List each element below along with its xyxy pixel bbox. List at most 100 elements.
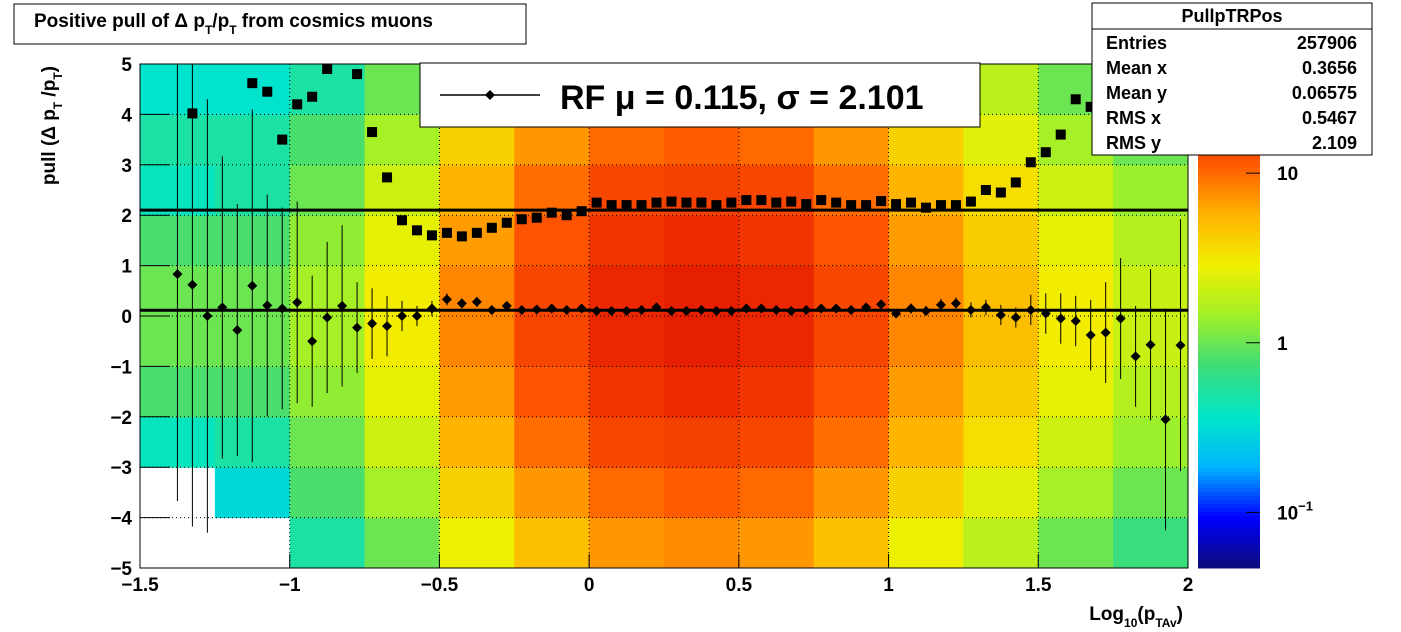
heatmap-cell (514, 467, 590, 519)
diamond-marker (876, 299, 887, 310)
heatmap-cell (364, 467, 440, 519)
y-tick-label: 1 (121, 257, 132, 278)
heatmap-cell (888, 467, 964, 519)
legend-marker (485, 90, 495, 100)
diamond-marker (726, 305, 737, 316)
color-bar-step (1198, 544, 1260, 549)
diamond-marker (411, 311, 422, 321)
stats-label: Mean x (1106, 58, 1167, 78)
heatmap-cell (1113, 215, 1189, 267)
square-marker (307, 91, 318, 102)
diamond-marker (456, 298, 467, 309)
square-marker (786, 196, 797, 207)
color-bar-step (1198, 328, 1260, 333)
heatmap-cell (289, 416, 366, 468)
color-bar-step (1198, 556, 1260, 561)
color-bar-step (1198, 184, 1260, 189)
color-bar-step (1198, 244, 1260, 249)
color-bar-step (1198, 160, 1260, 165)
chart-title: Positive pull of Δ pT/pT from cosmics mu… (34, 11, 433, 37)
heatmap-cell (888, 366, 964, 418)
color-bar-step (1198, 496, 1260, 501)
stats-value: 0.06575 (1292, 83, 1357, 103)
diamond-marker (891, 308, 902, 319)
diamond-marker (636, 304, 647, 315)
diamond-marker (232, 325, 243, 336)
square-marker (696, 197, 707, 208)
diamond-marker (292, 297, 303, 308)
stats-label: Mean y (1106, 83, 1167, 103)
square-marker (397, 215, 407, 226)
heatmap-cell (514, 517, 590, 569)
color-bar-step (1198, 488, 1260, 493)
heatmap-cell (289, 467, 366, 519)
color-bar-step (1198, 264, 1260, 269)
stats-frame (1091, 2, 1373, 156)
z-tick-label: 10 (1277, 164, 1298, 185)
color-bar-step (1198, 476, 1260, 481)
diamond-marker (591, 305, 602, 316)
x-tick-label: 2 (1183, 575, 1194, 596)
diamond-marker (262, 300, 273, 311)
square-marker (1055, 129, 1066, 140)
square-marker (516, 214, 527, 225)
heatmap-cell (664, 366, 740, 418)
y-tick-label: −1 (110, 357, 132, 378)
square-marker (1025, 157, 1036, 168)
heatmap-cell (1038, 416, 1114, 468)
diamond-marker (441, 294, 452, 305)
heatmap-cell (589, 517, 665, 569)
subscript: T (51, 101, 65, 109)
color-bar-step (1198, 464, 1260, 469)
heatmap-cell (664, 416, 740, 468)
color-bar-step (1198, 416, 1260, 421)
heatmap-cell (289, 517, 366, 569)
square-marker (471, 227, 482, 238)
color-bar-step (1198, 220, 1260, 225)
diamond-marker (846, 304, 857, 315)
square-marker (546, 207, 557, 218)
color-bar-step (1198, 560, 1260, 565)
heatmap-cell (364, 164, 440, 216)
legend-label: RF μ = 0.115, σ = 2.101 (560, 79, 924, 117)
square-marker (891, 199, 902, 210)
square-marker (382, 172, 393, 183)
heatmap-cell (439, 265, 515, 317)
color-bar-step (1198, 472, 1260, 477)
heatmap-cell (439, 517, 515, 569)
heatmap-cell (664, 467, 740, 519)
heatmap-cell (589, 467, 665, 519)
heatmap-cell (963, 416, 1039, 468)
subscript: T (51, 72, 65, 80)
text-part: (p (1137, 604, 1155, 625)
text-part: /p (39, 80, 60, 102)
heatmap-cell (1038, 517, 1114, 569)
diamond-marker (816, 303, 827, 314)
diamond-marker (187, 279, 198, 290)
stats-value: 0.5467 (1302, 108, 1357, 128)
color-bar-step (1198, 232, 1260, 237)
square-marker (771, 197, 782, 208)
heatmap-cell (738, 416, 815, 468)
diamond-marker (322, 312, 333, 323)
square-marker (906, 197, 917, 208)
square-marker (352, 69, 363, 80)
heatmap-cell (888, 316, 964, 367)
heatmap-cell (738, 215, 815, 267)
color-bar-step (1198, 316, 1260, 321)
color-bar-step (1198, 180, 1260, 185)
heatmap-cell (589, 215, 665, 267)
heatmap-cell (1038, 215, 1114, 267)
square-marker (666, 196, 677, 207)
stats-title: PullpTRPos (1181, 6, 1282, 26)
stats-label: Entries (1106, 33, 1167, 53)
color-bar-step (1198, 336, 1260, 341)
heatmap-cell (439, 467, 515, 519)
heatmap-cell (738, 366, 815, 418)
diamond-marker (1145, 339, 1156, 350)
diamond-marker (771, 304, 782, 315)
diamond-marker (935, 299, 946, 310)
color-bar-step (1198, 452, 1260, 457)
square-marker (247, 78, 258, 89)
